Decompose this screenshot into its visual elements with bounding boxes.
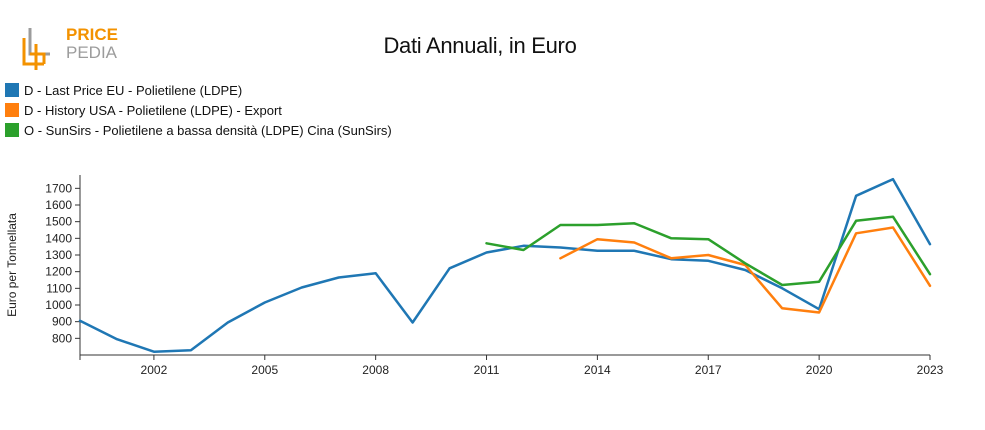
y-axis-title: Euro per Tonnellata: [5, 213, 19, 317]
legend-swatch-eu: [5, 83, 19, 97]
y-tick-label: 800: [52, 331, 72, 345]
series-line-cina[interactable]: [485, 215, 932, 287]
logo-text-price: PRICE: [66, 25, 118, 44]
legend: D - Last Price EU - Polietilene (LDPE) D…: [5, 80, 392, 140]
legend-swatch-usa: [5, 103, 19, 117]
legend-item-cina[interactable]: O - SunSirs - Polietilene a bassa densit…: [5, 120, 392, 140]
y-tick-label: 1400: [45, 231, 72, 245]
logo-text-pedia: PEDIA: [66, 43, 118, 62]
x-tick-label: 2017: [695, 363, 722, 377]
y-tick-label: 900: [52, 315, 72, 329]
y-tick-label: 1100: [46, 281, 72, 295]
logo-mark: [22, 28, 50, 70]
series-line-usa[interactable]: [559, 226, 932, 314]
pricepedia-logo: PRICE PEDIA: [22, 25, 118, 70]
legend-label-eu: D - Last Price EU - Polietilene (LDPE): [24, 82, 243, 98]
x-tick-label: 2011: [474, 363, 500, 377]
legend-item-usa[interactable]: D - History USA - Polietilene (LDPE) - E…: [5, 100, 392, 120]
legend-item-eu[interactable]: D - Last Price EU - Polietilene (LDPE): [5, 80, 392, 100]
legend-swatch-cina: [5, 123, 19, 137]
series-layer: [78, 177, 932, 353]
series-line-eu[interactable]: [78, 177, 932, 353]
legend-label-cina: O - SunSirs - Polietilene a bassa densit…: [24, 122, 392, 138]
legend-label-usa: D - History USA - Polietilene (LDPE) - E…: [24, 102, 282, 118]
y-tick-label: 1000: [45, 298, 72, 312]
y-tick-label: 1500: [45, 215, 72, 229]
x-tick-label: 2023: [917, 363, 944, 377]
chart-title: Dati Annuali, in Euro: [383, 33, 577, 58]
y-tick-label: 1200: [45, 265, 72, 279]
x-tick-label: 2020: [806, 363, 833, 377]
axes: 800 900 1000 1100 1200 1300 1400 1500 1600 1700 20…: [45, 175, 944, 377]
x-tick-label: 2014: [584, 363, 611, 377]
y-tick-label: 1600: [45, 198, 72, 212]
x-tick-label: 2008: [362, 363, 389, 377]
x-tick-label: 2005: [251, 363, 278, 377]
x-tick-label: 2002: [141, 363, 168, 377]
y-tick-label: 1300: [45, 248, 72, 262]
y-tick-label: 1700: [45, 181, 72, 195]
